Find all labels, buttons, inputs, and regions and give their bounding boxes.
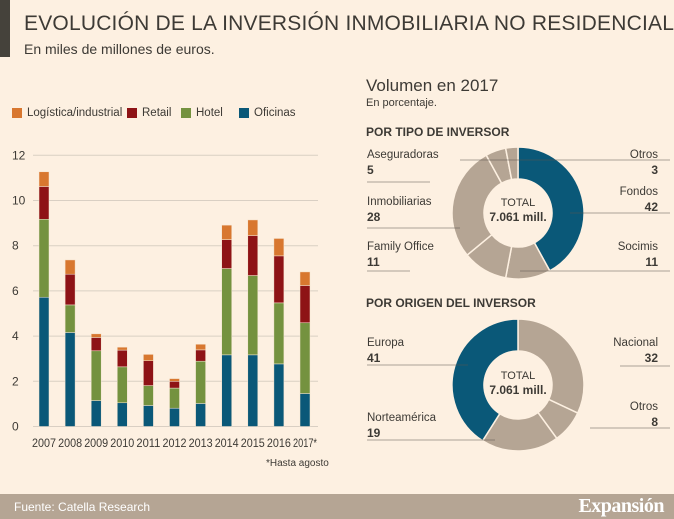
- x-tick-label: 2007: [32, 438, 56, 450]
- legend-label: Retail: [142, 107, 172, 119]
- label-nacional: Nacional 32: [613, 337, 658, 365]
- label-norteamerica: Norteamérica 19: [367, 412, 437, 440]
- label-inmobiliarias: Inmobiliarias 28: [367, 196, 432, 224]
- x-tick-label: 2016: [267, 438, 291, 450]
- bar-segment-logsticaindustrial: [221, 224, 232, 240]
- label-fondos: Fondos 42: [619, 186, 658, 214]
- label-socimis: Socimis 11: [617, 241, 658, 269]
- panel-subtitle: En porcentaje.: [366, 97, 437, 109]
- legend-swatch: [181, 108, 191, 118]
- y-tick-label: 2: [12, 374, 19, 388]
- donut-title-origen: POR ORIGEN DEL INVERSOR: [366, 296, 536, 310]
- bar-segment-logsticaindustrial: [90, 333, 102, 338]
- legend-hotel: Hotel: [181, 107, 223, 119]
- legend-swatch: [127, 108, 137, 118]
- legend-logistica: Logística/industrial: [12, 107, 122, 119]
- panel-title: Volumen en 2017: [366, 76, 499, 95]
- bar-segment-logsticaindustrial: [169, 378, 180, 382]
- x-tick-label: 2010: [110, 438, 134, 450]
- y-tick-label: 10: [12, 194, 26, 208]
- bar-segment-logsticaindustrial: [195, 343, 206, 351]
- chart-note: *Hasta agosto: [266, 458, 329, 469]
- legend-swatch: [12, 108, 22, 118]
- y-tick-label: 12: [12, 148, 26, 162]
- donut-slice-inmobiliarias: [451, 154, 503, 257]
- x-tick-label: 2009: [84, 438, 108, 450]
- donut-slice-fondos: [517, 146, 585, 272]
- label-europa: Europa 41: [367, 337, 405, 365]
- accent-bar: [0, 0, 10, 57]
- bar-segment-logsticaindustrial: [299, 271, 311, 286]
- label-aseguradoras: Aseguradoras 5: [367, 149, 439, 177]
- legend-label: Hotel: [196, 107, 223, 119]
- y-tick-label: 0: [12, 420, 19, 434]
- x-tick-label: 2008: [58, 438, 82, 450]
- label-otros-origen: Otros 8: [629, 401, 658, 429]
- source-text: Fuente: Catella Research: [14, 500, 151, 514]
- donut-slice-europa: [451, 318, 519, 442]
- legend-swatch: [239, 108, 249, 118]
- legend-retail: Retail: [127, 107, 171, 119]
- x-tick-label: 2015: [241, 438, 265, 450]
- y-tick-label: 6: [12, 284, 19, 298]
- x-tick-label: 2013: [189, 438, 213, 450]
- x-tick-label: 2011: [136, 438, 160, 450]
- legend-label: Oficinas: [254, 107, 296, 119]
- bar-segment-logsticaindustrial: [117, 346, 128, 351]
- bar-segment-logsticaindustrial: [64, 259, 76, 275]
- page-title: EVOLUCIÓN DE LA INVERSIÓN INMOBILIARIA N…: [24, 12, 674, 35]
- label-otros-tipo: Otros 3: [629, 149, 658, 177]
- y-tick-label: 8: [12, 239, 19, 253]
- page-subtitle: En miles de millones de euros.: [24, 41, 215, 57]
- x-tick-label: 2012: [163, 438, 187, 450]
- y-tick-label: 4: [12, 329, 19, 343]
- donut-center-origen: TOTAL 7.061 mill.: [489, 370, 547, 397]
- bar-segment-logsticaindustrial: [143, 354, 154, 361]
- bar-segment-logsticaindustrial: [38, 171, 50, 187]
- x-tick-label: 2017*: [293, 438, 317, 450]
- label-family-office: Family Office 11: [367, 241, 434, 269]
- x-tick-label: 2014: [215, 438, 240, 450]
- brand-logo: Expansión: [578, 495, 664, 517]
- bar-segment-logsticaindustrial: [273, 238, 285, 257]
- bar-segment-logsticaindustrial: [247, 219, 259, 236]
- donut-title-tipo: POR TIPO DE INVERSOR: [366, 125, 510, 139]
- donut-slice-otros: [504, 146, 519, 181]
- donut-center-tipo: TOTAL 7.061 mill.: [489, 197, 547, 224]
- footer-band: [0, 494, 674, 519]
- legend-oficinas: Oficinas: [239, 107, 296, 119]
- donut-slice-nacional: [517, 318, 585, 415]
- legend-label: Logística/industrial: [27, 107, 123, 119]
